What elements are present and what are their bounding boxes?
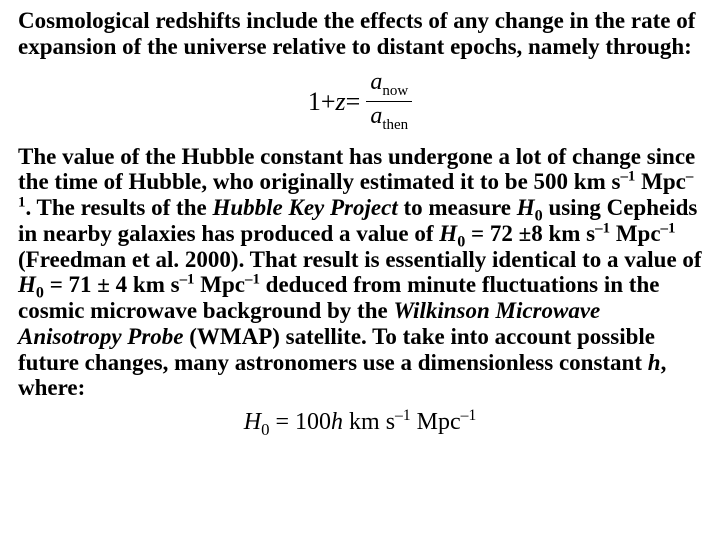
eq1-equals: = (346, 87, 361, 117)
eq1-numerator: anow (366, 70, 412, 100)
body-h2: H (439, 221, 457, 246)
body-h3: H (18, 272, 36, 297)
eq1-num-sub: now (382, 82, 408, 98)
body-paragraph: The value of the Hubble constant has und… (18, 144, 702, 402)
eq1-plus: + (321, 87, 336, 117)
eq2-supB: –1 (461, 407, 477, 424)
body-h1: H (517, 195, 535, 220)
hubble-key-project: Hubble Key Project (212, 195, 397, 220)
body-sup4: –1 (661, 220, 676, 236)
eq1-num-a: a (370, 69, 382, 95)
body-t1: The value of the Hubble constant has und… (18, 144, 695, 195)
intro-paragraph: Cosmological redshifts include the effec… (18, 8, 702, 60)
body-t10: Mpc (195, 272, 245, 297)
eq2-eq: = (269, 409, 295, 435)
eq2-mpc: Mpc (417, 409, 461, 435)
body-sup6: –1 (245, 272, 260, 288)
eq1-denominator: athen (366, 104, 412, 134)
eq2-h: h (331, 409, 343, 435)
body-t2: Mpc (635, 169, 685, 194)
eq2-100: 100 (295, 409, 331, 435)
eq1-one: 1 (308, 87, 321, 117)
eq2-s: s (386, 409, 395, 435)
body-t6: = 72 ±8 km s (465, 221, 595, 246)
eq1-den-a: a (370, 103, 382, 129)
fraction-bar (366, 101, 412, 102)
body-t3: . The results of the (25, 195, 212, 220)
equation-redshift: 1 + z = anow athen (18, 70, 702, 134)
eq2-supA: –1 (395, 407, 411, 424)
body-t4: to measure (398, 195, 517, 220)
body-sup5: –1 (180, 272, 195, 288)
eq2-km: km (349, 409, 380, 435)
eq2-H: H (244, 409, 261, 435)
body-t7: Mpc (610, 221, 660, 246)
body-sup3: –1 (595, 220, 610, 236)
equation-h0: H0 = 100h km s–1 Mpc–1 (18, 409, 702, 436)
body-h-const: h (648, 350, 661, 375)
eq1-fraction: anow athen (366, 70, 412, 134)
eq1-den-sub: then (382, 117, 408, 133)
body-sup1: –1 (620, 169, 635, 185)
eq1-z: z (336, 87, 346, 117)
body-t8: (Freedman et al. 2000). That result is e… (18, 247, 702, 272)
body-t9: = 71 ± 4 km s (44, 272, 180, 297)
